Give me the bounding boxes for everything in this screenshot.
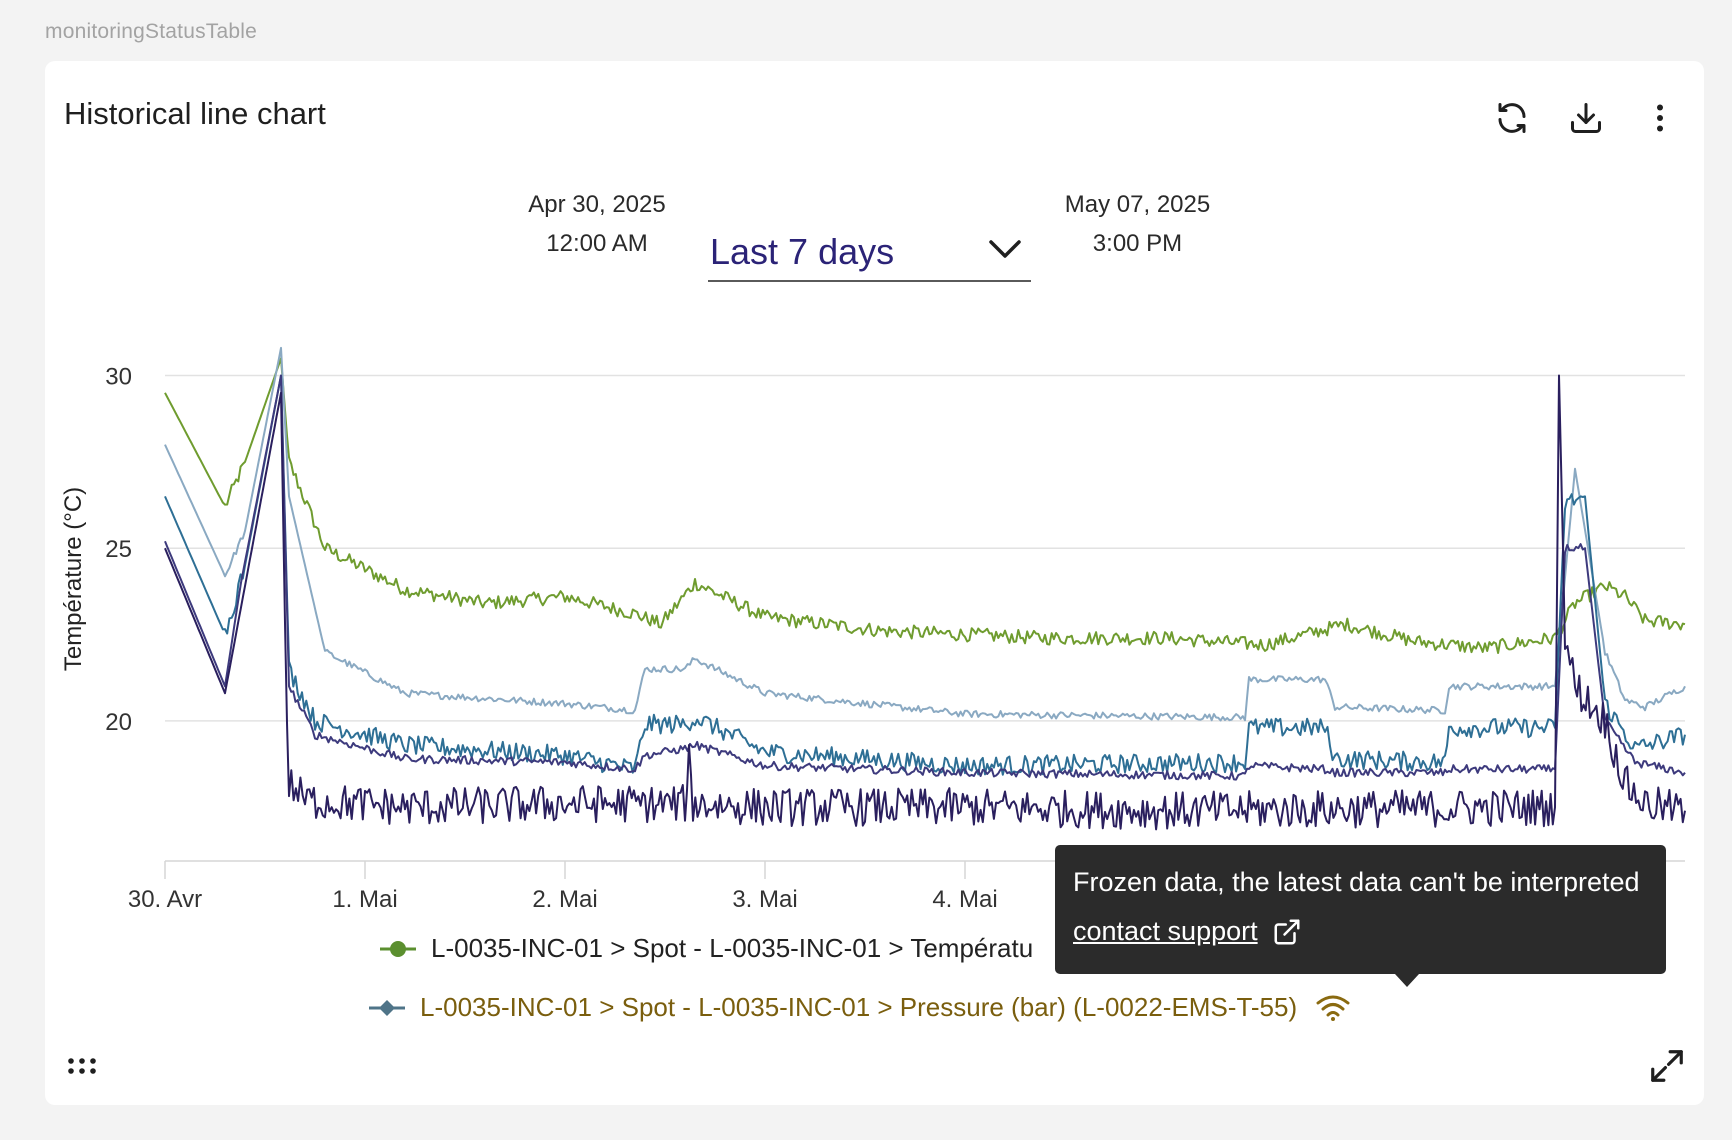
card-title: Historical line chart [64,96,326,131]
external-link-icon [1274,919,1300,944]
y-axis-title: Température (°C) [60,487,87,671]
time-range-select[interactable]: Last 7 days [708,221,1031,282]
tooltip-message: Frozen data, the latest data can't be in… [1073,867,1640,897]
legend-label: L-0035-INC-01 > Spot - L-0035-INC-01 > P… [420,992,1298,1022]
x-tick-label: 30. Avr [128,886,202,913]
y-tick-label: 25 [105,536,132,563]
chart-card: Historical line chart Apr 30, 2025 12:00… [45,61,1704,1105]
legend-marker-circle [380,940,416,957]
wifi-signal-icon [1316,995,1350,1021]
contact-support-label: contact support [1073,916,1258,946]
range-start: Apr 30, 2025 12:00 AM [497,185,697,263]
expand-icon [1651,1050,1683,1082]
more-vertical-icon [1657,104,1663,132]
chart-series [164,346,1686,831]
download-button[interactable] [1556,91,1616,145]
legend-item-pressure[interactable]: L-0035-INC-01 > Spot - L-0035-INC-01 > P… [367,992,1351,1023]
y-tick-label: 30 [105,364,132,391]
legend-label: L-0035-INC-01 > Spot - L-0035-INC-01 > T… [431,933,1034,963]
x-tick-label: 2. Mai [532,886,597,913]
more-options-button[interactable] [1630,91,1690,145]
tooltip-arrow [1395,974,1419,987]
series-line-4 [164,374,1686,781]
frozen-status-button[interactable] [1315,993,1351,1023]
range-start-date: Apr 30, 2025 [528,191,666,218]
refresh-icon [1498,103,1526,133]
download-icon [1571,103,1601,133]
series-line-1 [164,357,1686,654]
frozen-data-tooltip: Frozen data, the latest data can't be in… [1055,845,1666,974]
card-toolbar [1468,91,1690,145]
series-line-5 [164,374,1686,831]
range-end: May 07, 2025 3:00 PM [1035,185,1240,263]
y-tick-label: 20 [105,709,132,736]
range-end-time: 3:00 PM [1092,230,1183,257]
x-tick-label: 4. Mai [932,886,997,913]
drag-handle[interactable] [67,1056,97,1081]
x-tick-label: 3. Mai [732,886,797,913]
contact-support-link[interactable]: contact support [1073,916,1302,947]
chart-grid [165,374,1685,722]
series-line-2 [164,346,1686,722]
expand-button[interactable] [1648,1047,1686,1090]
x-tick-label: 1. Mai [332,886,397,913]
legend-marker-diamond [369,999,405,1016]
chevron-down-icon [989,240,1021,258]
time-range-value: Last 7 days [710,231,895,272]
refresh-button[interactable] [1482,91,1542,145]
drag-handle-icon [68,1058,96,1074]
range-end-date: May 07, 2025 [1064,191,1211,218]
chart-axes: 20 25 30 30. Avr 1. Mai 2. Mai 3. Mai 4. Mai [105,364,1685,913]
series-line-3 [164,374,1686,776]
legend-item-temperature[interactable]: L-0035-INC-01 > Spot - L-0035-INC-01 > T… [378,933,1033,964]
component-label: monitoringStatusTable [45,20,257,43]
line-chart: 20 25 30 30. Avr 1. Mai 2. Mai 3. Mai 4. Mai Te… [60,346,1686,913]
range-start-time: 12:00 AM [546,230,648,257]
